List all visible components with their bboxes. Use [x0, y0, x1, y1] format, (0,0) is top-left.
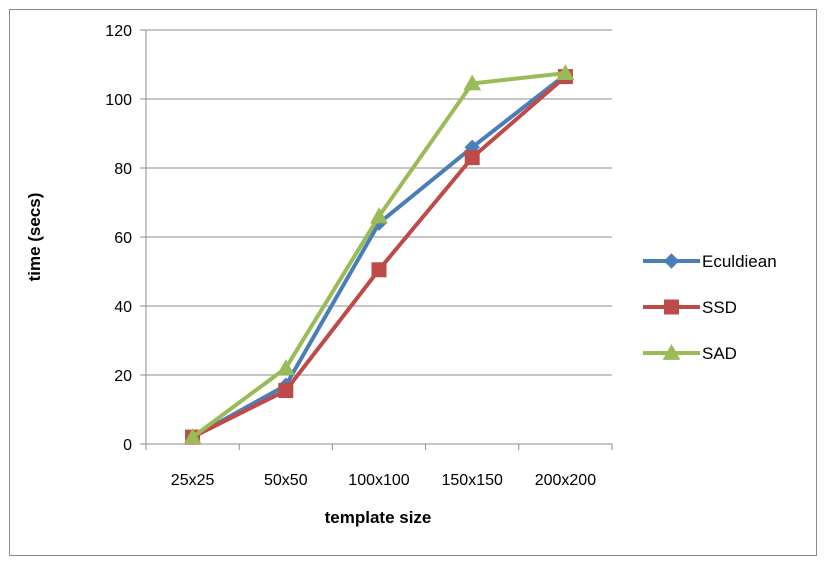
- y-tick-labels: 0 20 40 60 80 100 120: [105, 23, 132, 454]
- data-point-sad: [556, 64, 575, 81]
- legend-marker-sad: [662, 343, 681, 360]
- data-point-ssd: [464, 150, 480, 166]
- y-tick-label: 0: [123, 437, 132, 454]
- axes: [140, 29, 613, 450]
- x-tick-label: 25x25: [171, 472, 215, 489]
- series-layer: [183, 64, 575, 445]
- data-point-sad: [276, 359, 295, 375]
- series-eculdiean: [184, 67, 574, 445]
- y-tick-label: 80: [114, 161, 132, 178]
- y-tick-label: 100: [105, 92, 132, 109]
- legend-item-eculdiean: Eculdiean: [643, 252, 777, 271]
- y-tick-label: 60: [114, 230, 132, 247]
- series-line-eculdiean: [191, 73, 567, 439]
- data-point-sad: [370, 207, 388, 224]
- legend-item-sad: SAD: [643, 343, 737, 363]
- series-line-ssd: [191, 75, 567, 439]
- x-tick-label: 200x200: [535, 472, 596, 489]
- x-tick-label: 150x150: [442, 472, 503, 489]
- y-tick-label: 40: [114, 299, 132, 316]
- y-tick-label: 20: [114, 368, 132, 385]
- x-tick-label: 50x50: [264, 472, 308, 489]
- data-point-ssd: [278, 383, 294, 399]
- data-point-sad: [183, 428, 202, 444]
- y-tick-label: 120: [105, 23, 132, 40]
- data-point-sad: [463, 74, 482, 91]
- legend: Eculdiean SSD SAD: [643, 252, 777, 363]
- x-tick-label: 100x100: [348, 472, 409, 489]
- data-point-ssd: [371, 262, 387, 278]
- x-axis-title: template size: [325, 508, 432, 527]
- legend-label-eculdiean: Eculdiean: [702, 252, 777, 271]
- series-sad: [183, 64, 575, 444]
- legend-marker-eculdiean: [663, 253, 680, 269]
- series-ssd: [185, 69, 573, 445]
- legend-item-ssd: SSD: [643, 298, 737, 317]
- chart-frame: [9, 9, 817, 556]
- legend-marker-ssd: [664, 299, 679, 315]
- y-axis-title: time (secs): [25, 193, 44, 282]
- legend-label-ssd: SSD: [702, 298, 737, 317]
- legend-label-sad: SAD: [702, 344, 737, 363]
- gridlines: [146, 29, 612, 376]
- x-tick-labels: 25x25 50x50 100x100 150x150 200x200: [171, 472, 596, 489]
